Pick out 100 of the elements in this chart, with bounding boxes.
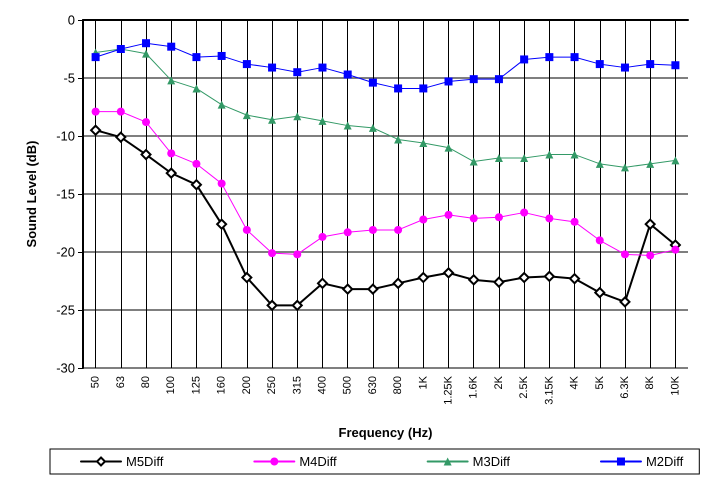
point xyxy=(644,218,656,230)
point xyxy=(544,270,555,282)
point xyxy=(293,250,302,258)
point xyxy=(619,296,630,308)
point xyxy=(242,111,251,120)
point xyxy=(570,218,579,226)
x-tick-label: 250 xyxy=(266,376,278,394)
x-tick-label: 315 xyxy=(291,376,304,394)
x-tick-label: 500 xyxy=(342,376,354,394)
point xyxy=(494,75,503,84)
y-tick-label: -10 xyxy=(56,128,75,144)
point xyxy=(268,64,276,72)
point xyxy=(596,160,604,168)
point xyxy=(545,150,554,159)
legend-label: M4Diff xyxy=(299,454,338,469)
point xyxy=(646,251,654,260)
y-tick-label: 0 xyxy=(68,12,75,28)
x-tick-label: 2K xyxy=(492,375,505,390)
point xyxy=(470,214,478,222)
point xyxy=(493,276,504,288)
point xyxy=(368,226,377,234)
point xyxy=(167,76,176,84)
point xyxy=(671,61,680,70)
point xyxy=(344,122,352,130)
point xyxy=(367,284,378,295)
x-tick-label: 630 xyxy=(366,376,379,394)
point xyxy=(218,180,226,188)
point xyxy=(142,50,150,58)
point xyxy=(318,116,326,125)
point xyxy=(620,163,629,172)
x-tick-label: 10K xyxy=(669,375,682,396)
point xyxy=(394,135,402,144)
point xyxy=(242,60,251,68)
point xyxy=(392,278,404,289)
y-tick-label: -5 xyxy=(63,70,75,86)
legend-label: M5Diff xyxy=(126,454,164,469)
point xyxy=(520,55,528,64)
point xyxy=(190,179,202,190)
point xyxy=(570,53,579,62)
x-tick-label: 1.25K xyxy=(442,375,455,405)
y-tick-label: -30 xyxy=(56,360,75,376)
point xyxy=(318,64,326,72)
x-tick-label: 160 xyxy=(216,376,228,394)
point xyxy=(419,84,428,92)
x-tick-label: 1.6K xyxy=(468,375,480,399)
point xyxy=(520,208,528,217)
point xyxy=(192,53,200,62)
point xyxy=(620,250,629,258)
point xyxy=(90,124,102,136)
x-tick-label: 200 xyxy=(240,376,253,394)
x-tick-label: 4K xyxy=(568,375,581,390)
point xyxy=(218,52,226,60)
point xyxy=(444,210,453,219)
point xyxy=(620,64,629,72)
point xyxy=(293,112,302,120)
x-tick-label: 800 xyxy=(392,376,404,394)
point xyxy=(192,160,200,168)
y-tick-label: -25 xyxy=(56,302,75,318)
point xyxy=(569,273,580,284)
point xyxy=(316,278,328,289)
x-tick-label: 3.15K xyxy=(543,375,556,405)
point xyxy=(470,75,478,84)
point xyxy=(468,274,480,286)
point xyxy=(671,246,680,254)
point xyxy=(518,272,530,284)
x-tick-label: 6.3K xyxy=(618,375,631,399)
point xyxy=(646,160,654,168)
point xyxy=(241,272,252,284)
point xyxy=(494,213,503,222)
point xyxy=(418,272,429,284)
point xyxy=(268,116,276,124)
x-tick-label: 8K xyxy=(644,375,656,390)
x-tick-label: 5K xyxy=(594,375,606,390)
point xyxy=(216,218,228,230)
point xyxy=(292,300,303,311)
x-tick-label: 1K xyxy=(417,375,430,390)
legend-label: M2Diff xyxy=(646,454,684,469)
point xyxy=(192,84,200,92)
x-tick-label: 63 xyxy=(114,376,127,388)
point xyxy=(342,284,354,295)
point xyxy=(242,226,251,234)
point xyxy=(394,84,402,92)
point xyxy=(344,70,352,79)
y-tick-label: -20 xyxy=(56,244,75,260)
point xyxy=(545,214,554,222)
point xyxy=(142,39,150,48)
point xyxy=(596,236,604,244)
point xyxy=(444,144,453,152)
x-tick-label: 400 xyxy=(316,376,328,394)
point xyxy=(344,228,352,236)
point xyxy=(671,156,680,164)
point xyxy=(419,216,428,224)
x-tick-label: 2.5K xyxy=(518,375,530,399)
point xyxy=(115,132,126,143)
x-tick-label: 80 xyxy=(140,376,152,388)
x-tick-label: 50 xyxy=(90,376,102,388)
point xyxy=(268,249,276,258)
point xyxy=(368,78,377,87)
x-tick-label: 100 xyxy=(165,376,178,394)
legend-label: M3Diff xyxy=(472,454,510,469)
